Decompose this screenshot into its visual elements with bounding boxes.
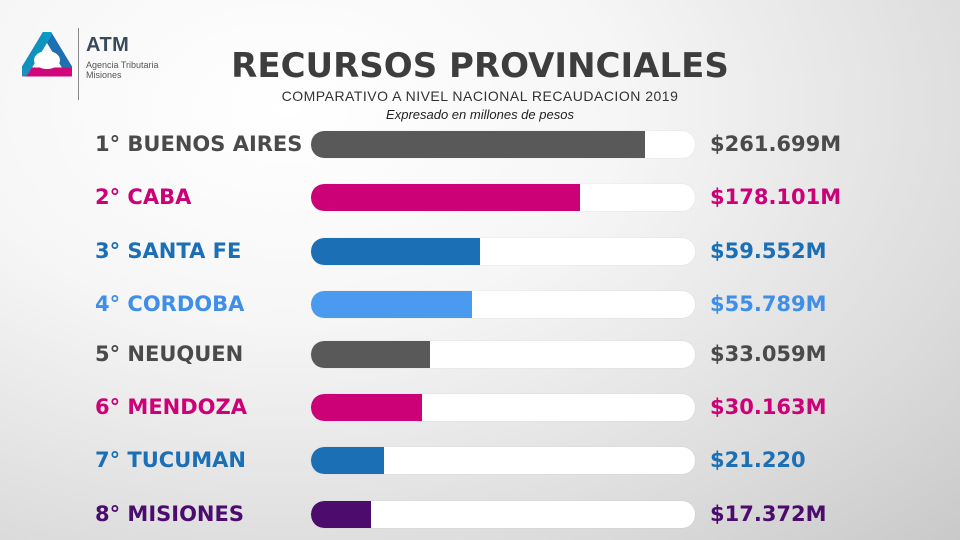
chart-row: 2° CABA $178.101M — [0, 181, 960, 215]
bar-track — [311, 341, 695, 368]
unit-note: Expresado en millones de pesos — [386, 107, 574, 122]
bar-value-label: $21.220 — [710, 448, 806, 472]
bar-category-label: 8° MISIONES — [95, 502, 244, 526]
bar-value-label: $55.789M — [710, 292, 827, 316]
chart-row: 6° MENDOZA $30.163M — [0, 391, 960, 425]
bar-category-label: 2° CABA — [95, 185, 192, 209]
chart-row: 1° BUENOS AIRES $261.699M — [0, 128, 960, 162]
bar-category-label: 4° CORDOBA — [95, 292, 245, 316]
bar — [311, 238, 480, 265]
logo-subtitle-line2: Misiones — [86, 70, 122, 80]
atm-logo-icon — [22, 32, 72, 77]
page-title-text: RECURSOS PROVINCIALES — [231, 46, 729, 86]
chart-row: 7° TUCUMAN $21.220 — [0, 444, 960, 478]
chart-row: 5° NEUQUEN $33.059M — [0, 338, 960, 372]
page-subtitle: COMPARATIVO A NIVEL NACIONAL RECAUDACION… — [281, 88, 679, 104]
chart-row: 8° MISIONES $17.372M — [0, 498, 960, 532]
bar-value-label: $17.372M — [710, 502, 827, 526]
chart-row: 4° CORDOBA $55.789M — [0, 288, 960, 322]
bar — [311, 341, 430, 368]
logo-brand: ATM — [86, 34, 130, 56]
bar-track — [311, 394, 695, 421]
bar-category-label: 7° TUCUMAN — [95, 448, 246, 472]
bar-category-label: 1° BUENOS AIRES — [95, 132, 303, 156]
bar-category-label: 6° MENDOZA — [95, 395, 248, 419]
page-title: RECURSOS PROVINCIALES — [0, 46, 960, 86]
bar-category-label: 5° NEUQUEN — [95, 342, 244, 366]
bar-value-label: $59.552M — [710, 239, 827, 263]
bar-value-label: $33.059M — [710, 342, 827, 366]
bar-track — [311, 184, 695, 211]
bar-track — [311, 238, 695, 265]
bar — [311, 131, 645, 158]
bar-track — [311, 501, 695, 528]
bar-value-label: $30.163M — [710, 395, 827, 419]
bar-value-label: $178.101M — [710, 185, 842, 209]
logo-divider — [78, 28, 79, 100]
bar — [311, 447, 384, 474]
bar — [311, 184, 580, 211]
bar-track — [311, 131, 695, 158]
bar-track — [311, 291, 695, 318]
bar-value-label: $261.699M — [710, 132, 842, 156]
bar-category-label: 3° SANTA FE — [95, 239, 242, 263]
bar — [311, 291, 472, 318]
chart-row: 3° SANTA FE $59.552M — [0, 235, 960, 269]
logo-subtitle-line1: Agencia Tributaria — [86, 60, 159, 70]
bar — [311, 501, 371, 528]
bar-track — [311, 447, 695, 474]
bar — [311, 394, 422, 421]
atm-logo: ATM Agencia Tributaria Misiones — [22, 28, 182, 100]
